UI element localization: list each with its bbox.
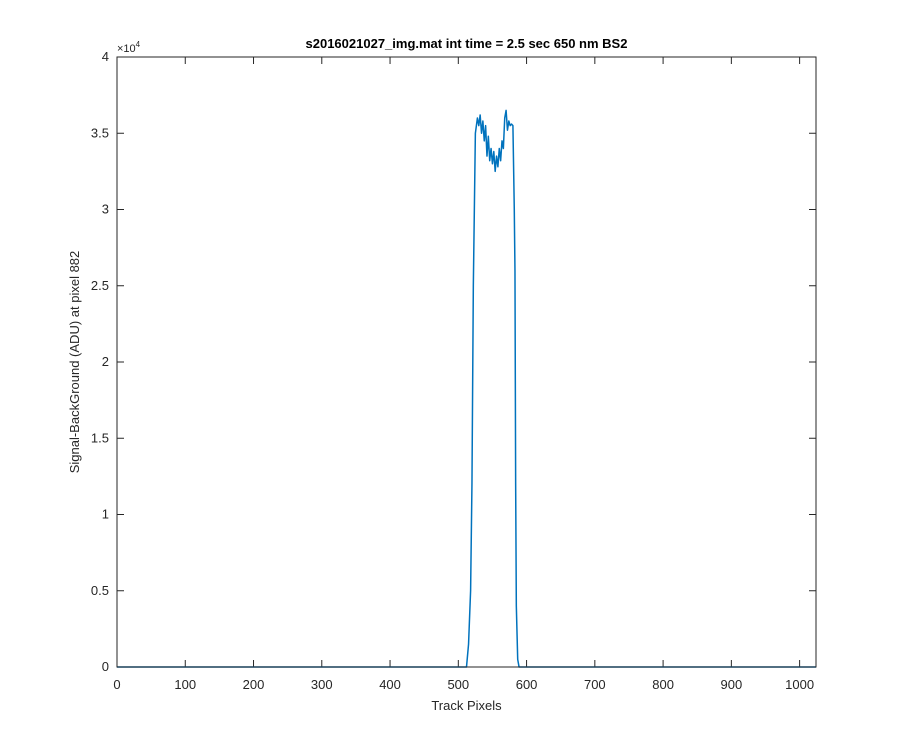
y-tick-label: 3.5 [91, 125, 109, 140]
x-tick-label: 400 [379, 677, 401, 692]
y-axis-label: Signal-BackGround (ADU) at pixel 882 [67, 251, 82, 474]
x-tick-label: 900 [721, 677, 743, 692]
y-tick-label: 1 [102, 507, 109, 522]
x-tick-label: 700 [584, 677, 606, 692]
x-tick-label: 500 [447, 677, 469, 692]
series-layer [117, 109, 816, 668]
x-tick-label: 100 [174, 677, 196, 692]
plot-frame [116, 56, 817, 668]
x-tick-label: 300 [311, 677, 333, 692]
y-tick-label: 0 [102, 659, 109, 674]
chart-title: s2016021027_img.mat int time = 2.5 sec 6… [306, 36, 628, 51]
y-exponent-label: ×104 [117, 40, 141, 55]
x-axis-label: Track Pixels [431, 698, 502, 713]
x-tick-label: 1000 [785, 677, 814, 692]
y-tick-label: 2 [102, 354, 109, 369]
x-tick-label: 800 [652, 677, 674, 692]
plot-area [117, 57, 816, 667]
y-tick-label: 2.5 [91, 278, 109, 293]
x-axis-ticks: 0 100 200 300 400 500 600 700 800 900 1000 [113, 57, 814, 692]
y-tick-label: 1.5 [91, 430, 109, 445]
y-tick-label: 3 [102, 202, 109, 217]
y-axis-ticks: 0 0.5 1 1.5 2 2.5 3 3.5 4 [91, 49, 816, 674]
y-tick-label: 0.5 [91, 583, 109, 598]
x-tick-label: 600 [516, 677, 538, 692]
series-line-0 [117, 109, 816, 668]
x-tick-label: 0 [113, 677, 120, 692]
x-tick-label: 200 [243, 677, 265, 692]
y-tick-label: 4 [102, 49, 109, 64]
